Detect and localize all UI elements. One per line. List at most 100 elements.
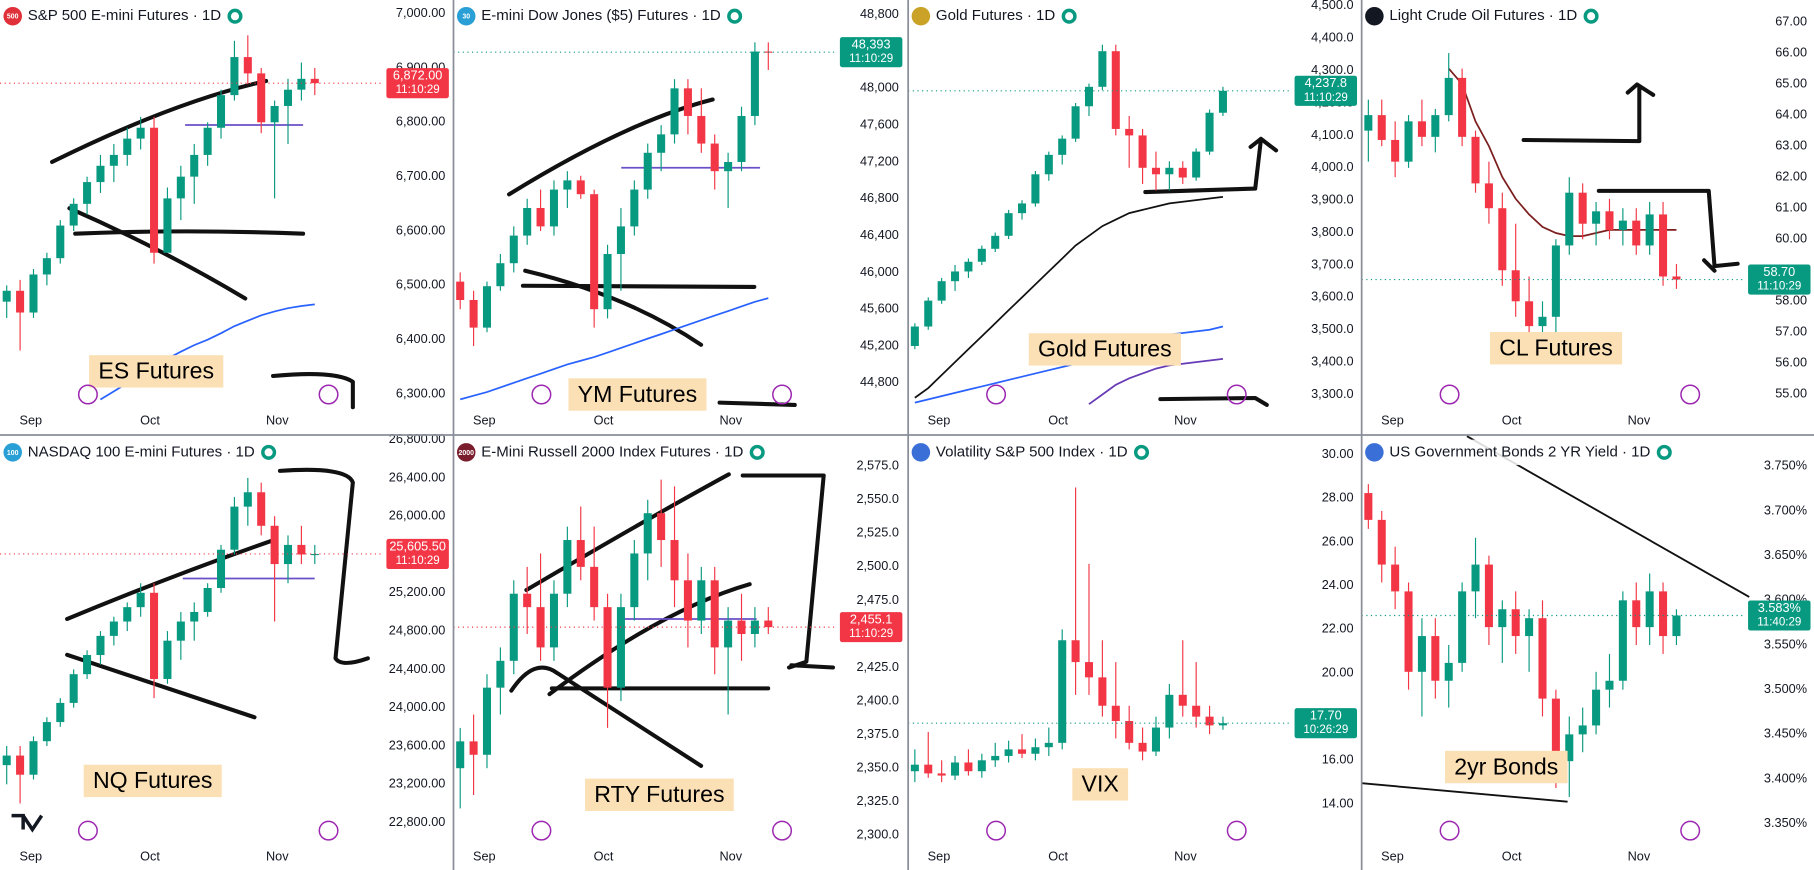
y-tick-label: 4,000.0 [1311,159,1353,174]
last-price-label: 17.70 [1310,708,1342,723]
candle-body [29,274,38,313]
candle-body [69,203,78,226]
candle-body [710,143,719,172]
candle-body [1004,749,1013,756]
y-tick-label: 6,700.00 [396,168,446,183]
candle-body [951,271,960,282]
candle-body [150,592,159,679]
candle-body [1498,208,1507,271]
candle-body [549,189,558,227]
candle-body [1484,183,1493,209]
candle-body [657,134,666,153]
x-tick-label: Oct [140,849,160,864]
drawing [1521,82,1656,144]
x-tick-label: Nov [1174,412,1197,427]
countdown: 11:10:29 [1304,92,1348,104]
drawing [1158,395,1269,407]
candle-body [469,741,478,755]
candle-body [1125,128,1134,136]
candle-body [482,687,492,755]
candle-body [1205,112,1214,152]
y-tick-label: 3,600.0 [1311,289,1353,304]
x-tick-label: Oct [1502,849,1522,864]
y-tick-label: 58.00 [1775,293,1807,308]
candle-body [1538,618,1547,699]
candle-body [724,620,733,648]
candle-body [190,611,199,622]
candle-body [1031,747,1040,754]
y-tick-label: 4,300.0 [1311,62,1353,77]
title-bg [453,3,743,29]
y-tick-label: 24.00 [1322,577,1354,592]
drawing [717,400,797,407]
candle-body [1672,276,1681,280]
x-tick-label: Nov [266,412,289,427]
drawing [73,229,306,236]
candle-body [1071,106,1080,139]
candle-body [83,182,92,204]
x-tick-label: Nov [719,412,742,427]
x-tick-label: Nov [1174,849,1197,864]
annotation-label: VIX [1082,771,1119,797]
candle-body [683,580,692,621]
x-tick-label: Nov [1628,412,1651,427]
last-price-badge [839,37,903,68]
drawing [271,372,355,410]
y-tick-label: 2,325.0 [856,793,898,808]
candle-body [724,161,733,172]
candle-body [643,513,652,554]
drawing [740,473,835,670]
candle-body [243,492,252,507]
candle-body [576,540,585,567]
countdown: 11:10:29 [396,555,440,567]
candle-body [203,127,212,155]
y-tick-label: 26,000.00 [389,508,446,523]
candle-body [1605,211,1614,230]
status-dot [1656,444,1672,460]
drawing [67,206,248,301]
candle-body [737,115,746,162]
candle-body [1138,742,1147,752]
y-tick-label: 48,800 [860,6,899,21]
y-tick-label: 3,300.0 [1311,386,1353,401]
candle-body [1178,694,1187,706]
candle-body [1551,245,1560,317]
annotation-label: ES Futures [98,358,214,384]
y-tick-label: 2,550.0 [856,491,898,506]
indicator-icon [1226,820,1247,841]
candle-body [1592,211,1601,224]
candle-body [56,702,65,723]
y-tick-label: 64.00 [1775,106,1807,121]
indicator-icon [1680,384,1701,405]
title-bg [0,439,290,466]
candle-body [190,154,199,177]
symbol-icon-text: 100 [7,450,19,457]
y-tick-label: 66.00 [1775,44,1807,59]
candle-body [1444,662,1453,681]
candle-body [643,152,652,190]
candle-body [1111,51,1120,129]
indicator-icon [1439,384,1460,405]
y-tick-label: 26,800.00 [389,431,446,446]
candle-body [1431,636,1440,681]
candle-body [1672,615,1681,637]
y-tick-label: 22,800.00 [389,814,446,829]
y-tick-label: 48,000 [860,80,899,95]
indicator-icon [772,384,793,405]
annotation-label: 2yr Bonds [1454,753,1558,779]
y-tick-label: 46,800 [860,190,899,205]
drawing [509,665,704,768]
x-tick-label: Oct [1502,412,1522,427]
y-tick-label: 3.700% [1764,502,1807,517]
panel: 3,300.0 3,400.0 3,500.0 3,600.0 3,700.0 3,800… [908,0,1358,427]
candle-body [1444,77,1453,116]
candle-body [136,592,145,608]
last-price-label: 4,237.8 [1305,75,1347,90]
x-tick-label: Sep [473,849,496,864]
candle-body [1151,727,1160,752]
candle-body [230,57,239,96]
candle-body [509,235,518,264]
candle-body [951,762,960,776]
indicator-icon [77,820,98,841]
